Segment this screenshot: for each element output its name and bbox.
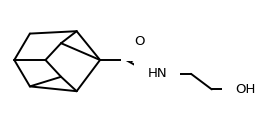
Text: HN: HN (147, 67, 167, 80)
Text: OH: OH (235, 83, 256, 96)
Text: O: O (134, 35, 144, 48)
